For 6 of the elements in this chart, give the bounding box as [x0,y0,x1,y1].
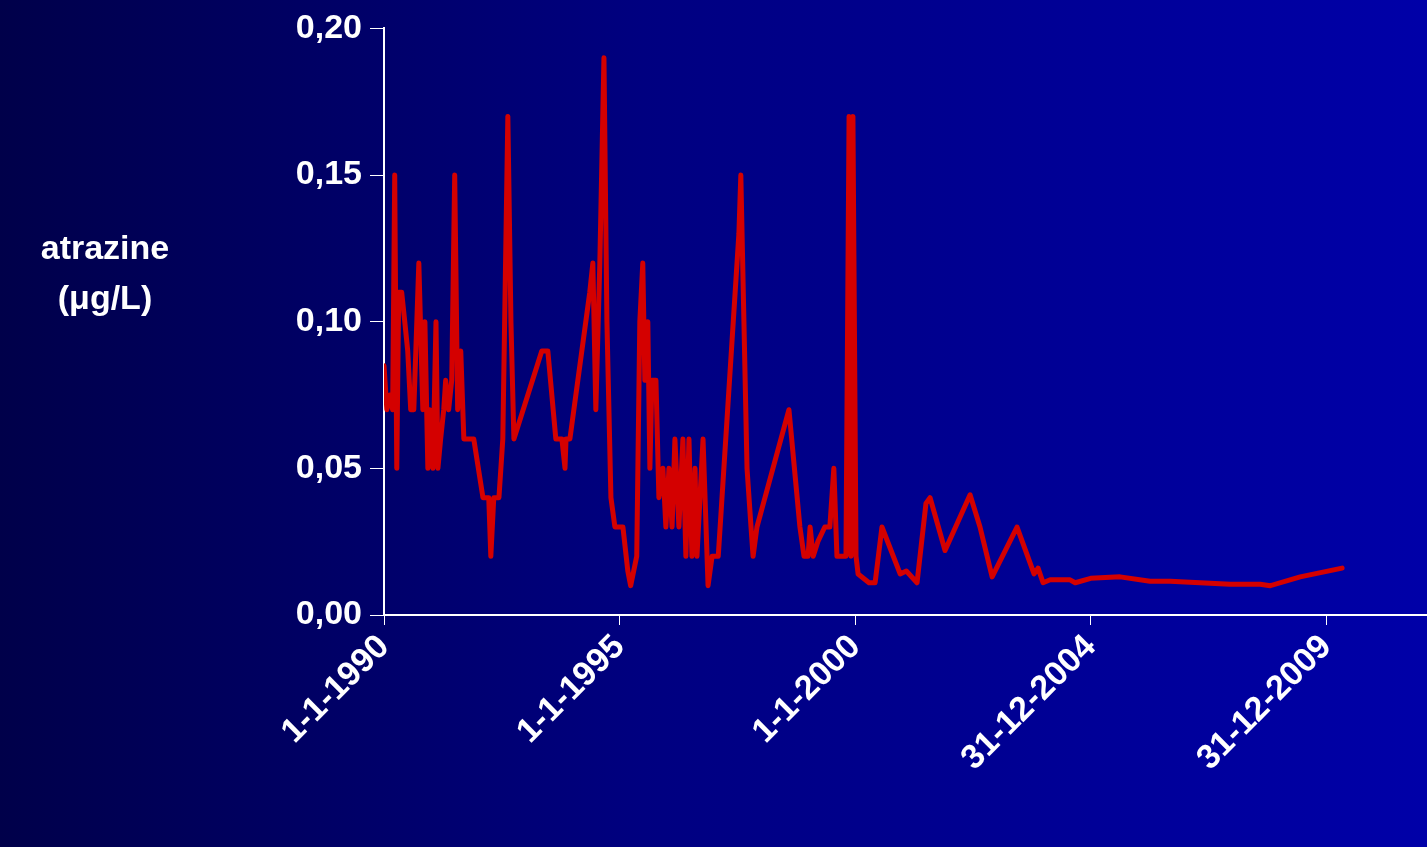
y-tick-label: 0,00 [295,593,362,632]
y-tick-label: 0,05 [295,446,362,485]
y-axis-title: atrazine (μg/L) [39,227,171,318]
y-tick-label: 0,20 [295,6,362,45]
y-tick-label: 0,15 [295,153,362,192]
y-tick-label: 0,10 [295,300,362,339]
